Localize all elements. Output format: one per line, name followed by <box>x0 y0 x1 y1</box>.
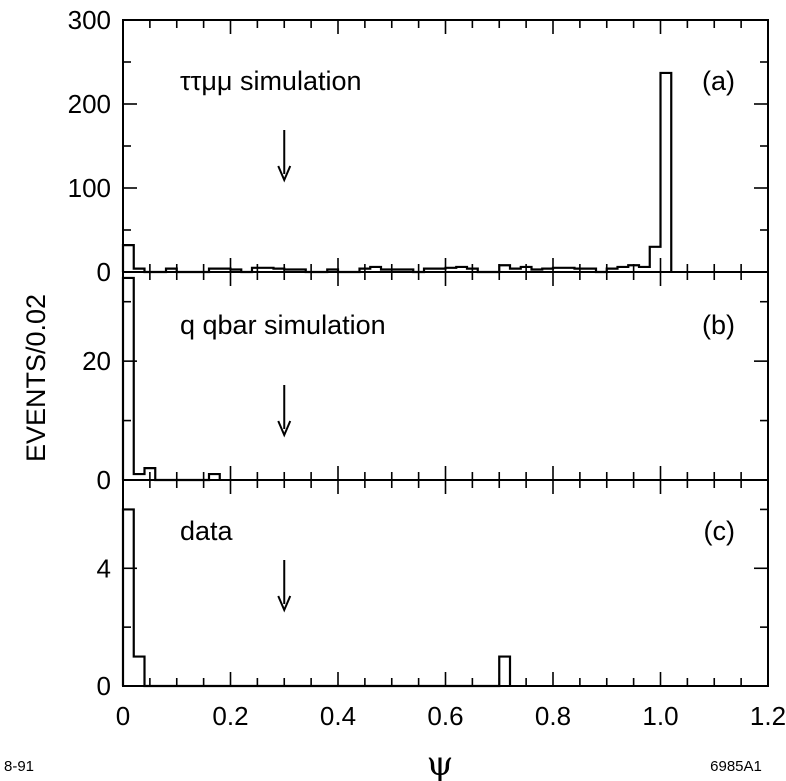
x-tick-label: 0 <box>116 701 130 731</box>
histogram-bin <box>123 509 134 686</box>
panel-title: ττμμ simulation <box>180 66 362 96</box>
panel-title: data <box>180 516 234 546</box>
histogram-bin <box>123 278 134 480</box>
cut-arrow-head <box>277 595 292 613</box>
panel-tag: (a) <box>702 66 735 96</box>
y-axis-label: EVENTS/0.02 <box>21 294 51 462</box>
x-tick-label: 1.0 <box>642 701 678 731</box>
figure-date-label: 8-91 <box>4 758 34 775</box>
x-axis: 0 0.2 0.4 0.6 0.8 1.0 1.2 <box>116 701 786 731</box>
y-tick-label: 300 <box>68 5 111 35</box>
y-tick-label: 200 <box>68 89 111 119</box>
histogram-series <box>121 276 221 482</box>
panel-frame <box>122 271 769 481</box>
y-tick-label: 0 <box>97 465 111 495</box>
histogram-series <box>121 508 512 688</box>
x-tick-label: 1.2 <box>750 701 786 731</box>
panel-title: q qbar simulation <box>180 310 386 340</box>
histogram-bin <box>123 245 134 272</box>
panel-0: 0 100 200 300 ττμμ simulation (a) <box>68 5 769 287</box>
x-axis-label: ψ <box>427 744 454 781</box>
x-tick-label: 0.2 <box>212 701 248 731</box>
x-tick-label: 0.6 <box>427 701 463 731</box>
histogram-bin <box>661 73 672 272</box>
x-tick-label: 0.4 <box>320 701 356 731</box>
x-tick-label: 0.8 <box>535 701 571 731</box>
histogram-bin <box>650 247 661 272</box>
figure-id-label: 6985A1 <box>710 758 762 775</box>
panel-1: 0 20 q qbar simulation (b) <box>82 271 769 495</box>
y-tick-label: 20 <box>82 346 111 376</box>
y-tick-label: 0 <box>97 671 111 701</box>
y-tick-label: 100 <box>68 173 111 203</box>
panel-frame <box>122 479 769 687</box>
histogram-series <box>121 71 673 274</box>
panel-tag: (c) <box>704 516 735 546</box>
histogram-bin <box>134 657 145 686</box>
cut-arrow-head <box>277 420 292 438</box>
histogram-bin <box>499 657 510 686</box>
y-tick-label: 0 <box>97 257 111 287</box>
cut-arrow-head <box>277 165 292 183</box>
panels-group: 0 100 200 300 ττμμ simulation (a) 0 20 q qbar si… <box>68 5 769 701</box>
panel-2: 0 4 data (c) <box>97 479 769 701</box>
panel-tag: (b) <box>702 310 735 340</box>
y-tick-label: 4 <box>97 553 111 583</box>
